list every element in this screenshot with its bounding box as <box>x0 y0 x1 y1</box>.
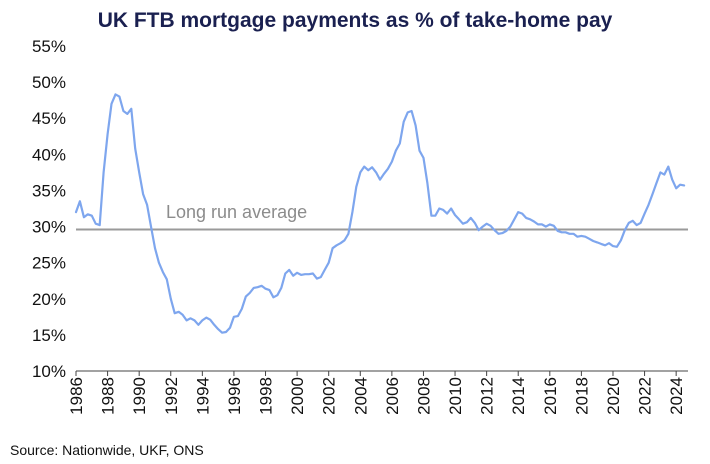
chart-title: UK FTB mortgage payments as % of take-ho… <box>98 9 613 32</box>
x-tick-label: 1992 <box>162 377 181 415</box>
y-tick-label: 25% <box>32 254 66 273</box>
y-tick-label: 50% <box>32 73 66 92</box>
x-tick-label: 1988 <box>99 377 118 415</box>
x-tick-label: 1990 <box>130 377 149 415</box>
y-tick-label: 35% <box>32 181 66 200</box>
x-tick-label: 2018 <box>572 377 591 415</box>
long-run-average-label: Long run average <box>166 202 307 222</box>
x-tick-label: 2012 <box>478 377 497 415</box>
x-tick-label: 2008 <box>414 377 433 415</box>
x-tick-label: 2016 <box>541 377 560 415</box>
x-tick-label: 2006 <box>383 377 402 415</box>
x-tick-label: 2014 <box>509 377 528 415</box>
y-tick-label: 55% <box>32 37 66 56</box>
x-tick-label: 2024 <box>667 377 686 415</box>
x-axis: 1986 1988 1990 1992 1994 1996 1998 2000 2002 2004… <box>67 370 688 415</box>
x-tick-label: 1998 <box>257 377 276 415</box>
x-tick-label: 2022 <box>636 377 655 415</box>
x-tick-label: 2002 <box>320 377 339 415</box>
y-tick-label: 40% <box>32 145 66 164</box>
y-tick-label: 20% <box>32 290 66 309</box>
y-axis: 10% 15% 20% 25% 30% 35% 40% 45% 50% 55% <box>32 37 66 381</box>
source-note: Source: Nationwide, UKF, ONS <box>10 442 204 458</box>
x-tick-label: 2010 <box>446 377 465 415</box>
y-tick-label: 30% <box>32 218 66 237</box>
x-tick-label: 2020 <box>604 377 623 415</box>
x-tick-label: 2000 <box>288 377 307 415</box>
x-tick-label: 1994 <box>193 377 212 415</box>
x-tick-label: 2004 <box>351 377 370 415</box>
y-tick-label: 10% <box>32 362 66 381</box>
series-line <box>74 93 686 334</box>
y-tick-label: 15% <box>32 326 66 345</box>
x-tick-label: 1986 <box>67 377 86 415</box>
x-tick-label: 1996 <box>225 377 244 415</box>
y-tick-label: 45% <box>32 109 66 128</box>
